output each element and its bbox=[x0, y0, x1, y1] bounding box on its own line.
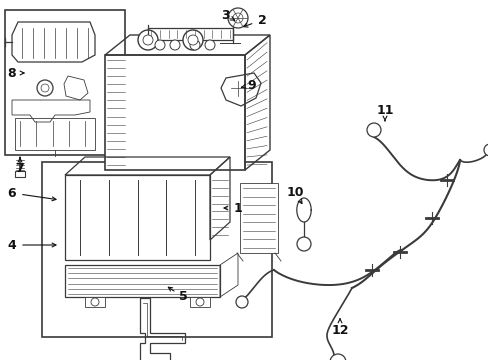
Text: 6: 6 bbox=[8, 186, 16, 199]
Circle shape bbox=[41, 84, 49, 92]
Circle shape bbox=[190, 40, 200, 50]
Circle shape bbox=[142, 35, 153, 45]
Text: 12: 12 bbox=[330, 324, 348, 337]
Circle shape bbox=[183, 30, 203, 50]
Circle shape bbox=[170, 40, 180, 50]
Text: 8: 8 bbox=[8, 67, 16, 80]
Bar bbox=[15, 118, 95, 150]
Circle shape bbox=[91, 298, 99, 306]
Bar bbox=[240, 183, 278, 253]
Bar bbox=[65, 265, 220, 297]
Bar bbox=[105, 55, 244, 170]
Circle shape bbox=[296, 237, 310, 251]
Circle shape bbox=[37, 80, 53, 96]
Text: 9: 9 bbox=[247, 78, 256, 91]
Circle shape bbox=[483, 144, 488, 156]
Circle shape bbox=[138, 30, 158, 50]
Bar bbox=[15, 171, 25, 177]
Circle shape bbox=[366, 123, 380, 137]
Circle shape bbox=[232, 13, 243, 23]
Bar bbox=[190, 297, 209, 307]
Text: 7: 7 bbox=[16, 162, 24, 175]
Bar bbox=[42, 162, 271, 337]
Text: 3: 3 bbox=[220, 9, 229, 22]
Text: 2: 2 bbox=[257, 14, 266, 27]
Circle shape bbox=[329, 354, 346, 360]
Bar bbox=[5, 10, 125, 155]
Text: 10: 10 bbox=[285, 185, 303, 198]
Text: 1: 1 bbox=[233, 202, 242, 215]
Bar bbox=[85, 297, 105, 307]
Circle shape bbox=[227, 8, 247, 28]
Circle shape bbox=[236, 296, 247, 308]
Circle shape bbox=[196, 298, 203, 306]
Text: 4: 4 bbox=[8, 239, 16, 252]
Text: 11: 11 bbox=[375, 104, 393, 117]
Circle shape bbox=[187, 35, 198, 45]
Bar bbox=[65, 175, 209, 260]
Circle shape bbox=[204, 40, 215, 50]
Circle shape bbox=[155, 40, 164, 50]
Bar bbox=[148, 28, 232, 40]
Text: 5: 5 bbox=[178, 291, 187, 303]
